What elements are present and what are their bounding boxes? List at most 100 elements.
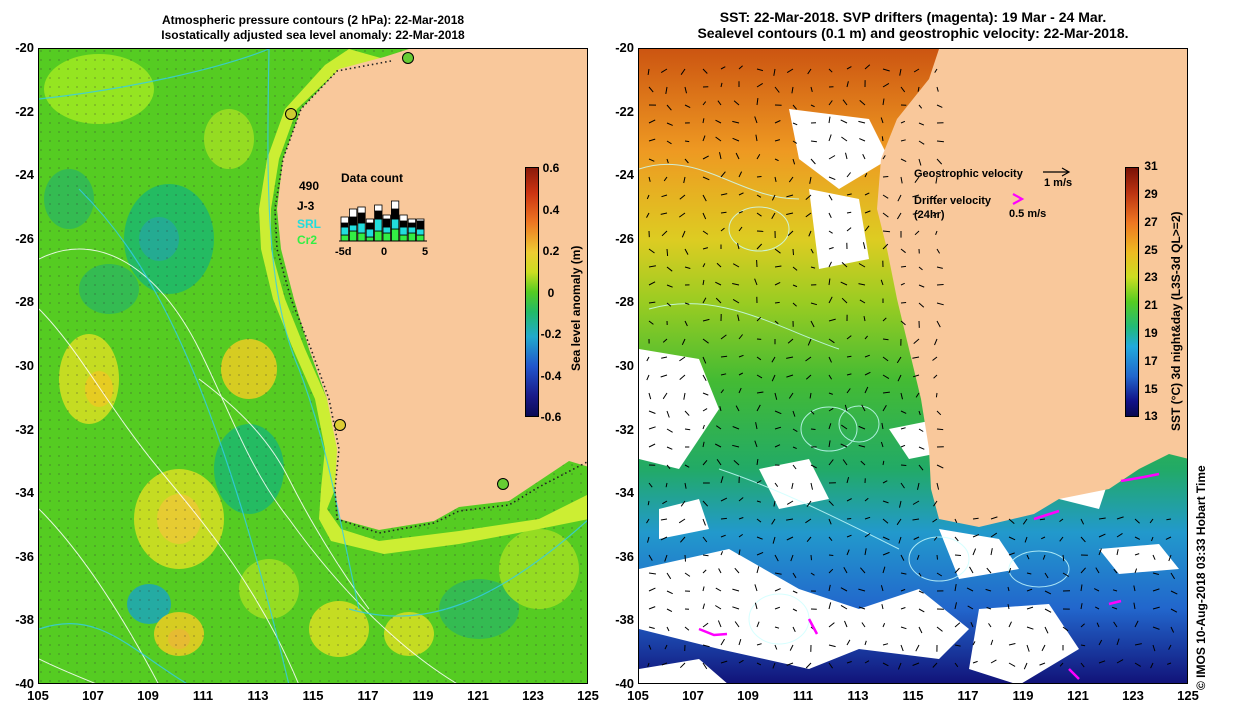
velocity-arrow: [791, 86, 794, 94]
velocity-arrow: [737, 243, 740, 250]
velocity-arrow: [720, 193, 728, 196]
data-count-bar: [340, 216, 349, 224]
velocity-arrow: [846, 388, 851, 394]
data-count-bar: [348, 230, 358, 242]
sst-tick-23: 23: [1144, 270, 1158, 284]
velocity-arrow: [882, 480, 888, 484]
velocity-arrow: [882, 404, 887, 412]
velocity-arrow: [936, 104, 943, 108]
velocity-arrow: [828, 338, 835, 344]
velocity-arrow: [985, 588, 992, 592]
velocity-arrow: [896, 212, 902, 220]
velocity-arrow: [918, 590, 924, 594]
data-count-bar: [348, 224, 358, 232]
velocity-arrow: [661, 662, 668, 666]
velocity-arrow: [680, 68, 686, 75]
velocity-arrow: [702, 500, 709, 507]
velocity-arrow: [756, 662, 762, 666]
velocity-arrow: [773, 68, 776, 76]
velocity-arrow: [756, 404, 761, 412]
velocity-arrow: [702, 356, 707, 364]
right-lat-tick: -32: [615, 421, 634, 437]
velocity-arrow: [1026, 572, 1032, 575]
velocity-arrow: [648, 410, 656, 414]
velocity-arrow: [737, 314, 740, 322]
data-count-bar: [374, 204, 383, 212]
velocity-arrow: [828, 176, 836, 181]
velocity-arrow: [735, 405, 740, 412]
velocity-arrow: [738, 387, 742, 394]
velocity-arrow: [954, 644, 961, 647]
left-lon-tick: 105: [27, 688, 49, 703]
velocity-arrow: [662, 392, 668, 400]
velocity-arrow: [1134, 643, 1142, 646]
velocity-arrow: [805, 356, 812, 362]
velocity-arrow: [934, 68, 938, 73]
velocity-arrow: [1149, 518, 1154, 524]
velocity-arrow: [716, 459, 722, 466]
velocity-arrow: [1168, 554, 1172, 562]
velocity-arrow: [1023, 662, 1028, 670]
velocity-arrow: [862, 153, 866, 160]
velocity-arrow: [1134, 553, 1140, 556]
velocity-arrow: [684, 320, 688, 327]
velocity-arrow: [918, 158, 922, 166]
velocity-arrow: [648, 644, 652, 650]
velocity-arrow: [1133, 602, 1136, 610]
velocity-arrow: [702, 554, 709, 557]
velocity-arrow: [882, 82, 890, 88]
velocity-arrow: [846, 227, 852, 232]
velocity-arrow: [732, 588, 740, 592]
sea-level-anomaly-map[interactable]: Data count 490 J-3 SRL Cr2 -5d 0 5 0.6 0…: [38, 48, 588, 684]
velocity-arrow: [858, 444, 866, 448]
velocity-arrow: [896, 356, 902, 364]
velocity-arrow: [882, 230, 891, 233]
velocity-arrow: [810, 104, 815, 108]
velocity-arrow: [1098, 517, 1106, 520]
velocity-arrow: [702, 263, 706, 268]
left-lon-tick: 109: [137, 688, 159, 703]
velocity-arrow: [774, 444, 781, 448]
velocity-arrow: [756, 643, 762, 646]
data-count-tick-minus5: -5d: [335, 246, 352, 258]
velocity-arrow: [913, 68, 920, 73]
tide-gauge-marker: [402, 52, 414, 64]
velocity-arrow: [1170, 590, 1178, 595]
velocity-arrow: [684, 248, 689, 255]
velocity-arrow: [935, 230, 938, 235]
velocity-arrow: [732, 263, 740, 268]
sst-tick-15: 15: [1144, 382, 1158, 396]
velocity-arrow: [1094, 606, 1100, 610]
velocity-arrow: [881, 604, 884, 610]
sst-map[interactable]: Geostrophic velocity 1 m/s Drifter veloc…: [638, 48, 1188, 684]
velocity-arrow: [972, 641, 976, 646]
velocity-arrow: [1111, 606, 1118, 610]
velocity-arrow: [828, 247, 834, 250]
velocity-arrow: [1080, 518, 1085, 525]
data-count-bar: [382, 232, 391, 242]
velocity-arrow: [774, 410, 782, 415]
velocity-arrow: [918, 608, 925, 613]
sst-tick-29: 29: [1144, 187, 1158, 201]
left-lon-tick: 119: [412, 688, 434, 703]
velocity-arrow: [665, 482, 668, 488]
velocity-arrow: [882, 500, 889, 504]
velocity-arrow: [954, 554, 962, 556]
velocity-arrow: [647, 500, 650, 506]
velocity-arrow: [720, 551, 724, 556]
data-count-bar: [357, 206, 366, 214]
velocity-arrow: [900, 444, 906, 448]
data-count-bar: [391, 208, 400, 220]
sst-colorbar: [1125, 167, 1139, 417]
velocity-arrow: [840, 281, 848, 286]
velocity-arrow: [666, 626, 670, 632]
velocity-arrow: [900, 588, 906, 592]
velocity-arrow: [666, 284, 673, 288]
sla-tick-0.4: 0.4: [542, 203, 560, 217]
velocity-arrow: [864, 548, 867, 556]
velocity-arrow: [792, 140, 798, 144]
velocity-arrow: [918, 572, 922, 577]
velocity-arrow: [898, 536, 902, 544]
velocity-arrow: [719, 406, 722, 412]
velocity-arrow: [771, 518, 776, 525]
